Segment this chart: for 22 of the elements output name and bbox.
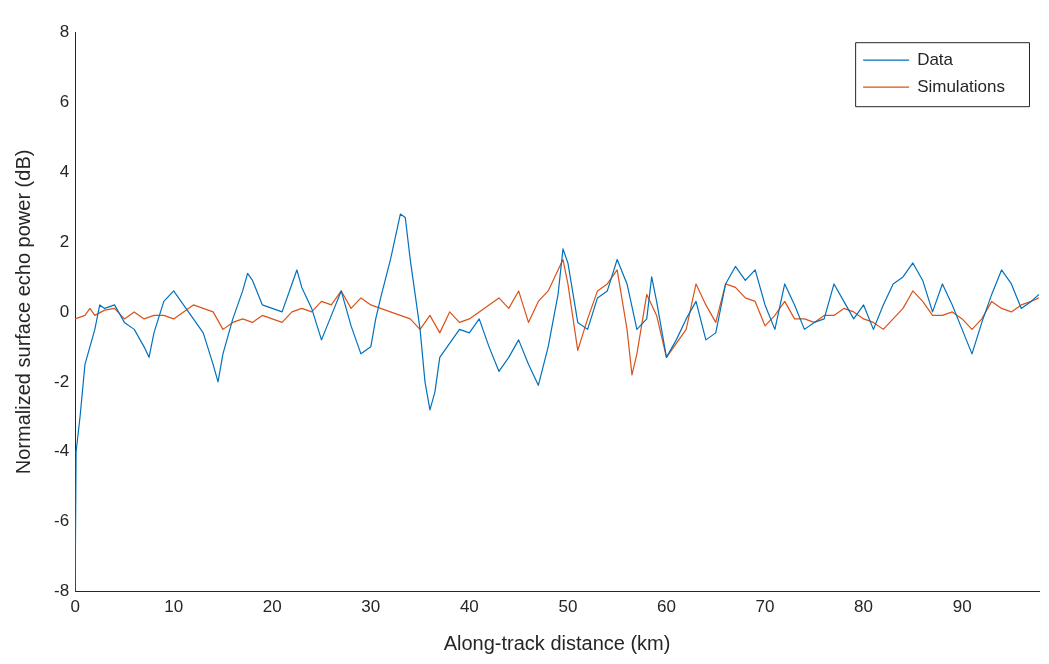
y-tick-label: -2 bbox=[53, 371, 70, 391]
x-tick-label: 40 bbox=[459, 597, 479, 617]
y-tick-label: 0 bbox=[59, 301, 70, 321]
x-axis-title: Along-track distance (km) bbox=[443, 631, 671, 654]
x-tick-label: 60 bbox=[656, 597, 676, 617]
y-tick-label: 6 bbox=[59, 91, 70, 111]
x-tick-label: 10 bbox=[164, 597, 184, 617]
y-tick-label: 2 bbox=[59, 231, 70, 251]
x-tick-label: 50 bbox=[558, 597, 578, 617]
y-tick-label: 8 bbox=[59, 21, 70, 41]
x-tick-label: 20 bbox=[262, 597, 282, 617]
x-tick-label: 90 bbox=[952, 597, 972, 617]
x-tick-label: 70 bbox=[755, 597, 775, 617]
y-tick-label: -6 bbox=[53, 511, 70, 531]
x-tick-label: 30 bbox=[361, 597, 381, 617]
x-tick-label: 80 bbox=[854, 597, 874, 617]
y-tick-label: 4 bbox=[59, 161, 70, 181]
legend-label: Simulations bbox=[917, 76, 1005, 96]
y-axis-title: Normalized surface echo power (dB) bbox=[11, 149, 34, 475]
legend-label: Data bbox=[917, 49, 954, 69]
y-tick-label: -4 bbox=[53, 441, 70, 461]
y-tick-label: -8 bbox=[53, 581, 70, 601]
